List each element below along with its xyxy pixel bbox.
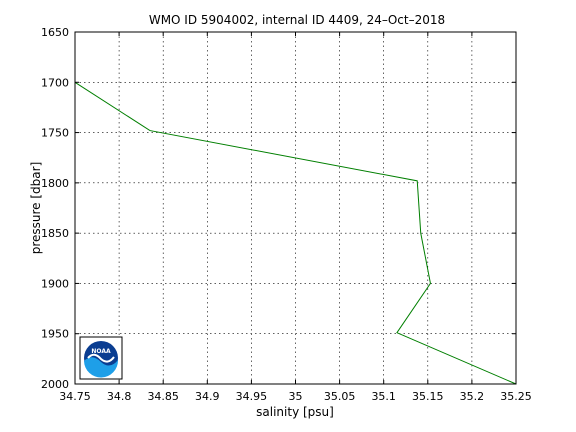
grid-layer xyxy=(75,32,516,384)
x-tick-label: 35.05 xyxy=(324,390,356,403)
y-tick-label: 1650 xyxy=(41,26,69,39)
y-axis-label: pressure [dbar] xyxy=(29,162,43,255)
x-tick-label: 35.2 xyxy=(460,390,485,403)
chart-title: WMO ID 5904002, internal ID 4409, 24–Oct… xyxy=(149,13,445,27)
x-tick-label: 35.15 xyxy=(412,390,444,403)
x-axis-label: salinity [psu] xyxy=(256,405,334,419)
y-tick-label: 2000 xyxy=(41,378,69,391)
noaa-logo-icon: NOAA xyxy=(79,336,123,380)
salinity-profile-line xyxy=(74,81,517,385)
x-tick-label: 35.1 xyxy=(371,390,396,403)
y-tick-label: 1750 xyxy=(41,127,69,140)
noaa-logo-text: NOAA xyxy=(91,348,111,355)
tick-layer: 34.75 34.8 34.85 34.9 34.95 35 35.05 35.1 35.15 3… xyxy=(41,26,532,403)
y-tick-label: 1900 xyxy=(41,277,69,290)
y-tick-label: 1700 xyxy=(41,76,69,89)
x-tick-label: 34.85 xyxy=(147,390,179,403)
x-tick-label: 35 xyxy=(289,390,303,403)
series-layer xyxy=(74,81,517,385)
x-tick-label: 34.75 xyxy=(59,390,91,403)
y-tick-label: 1800 xyxy=(41,177,69,190)
y-tick-label: 1850 xyxy=(41,227,69,240)
x-tick-label: 34.95 xyxy=(236,390,268,403)
y-tick-label: 1950 xyxy=(41,328,69,341)
x-tick-label: 34.9 xyxy=(195,390,220,403)
x-tick-label: 34.8 xyxy=(107,390,132,403)
x-tick-label: 35.25 xyxy=(500,390,532,403)
